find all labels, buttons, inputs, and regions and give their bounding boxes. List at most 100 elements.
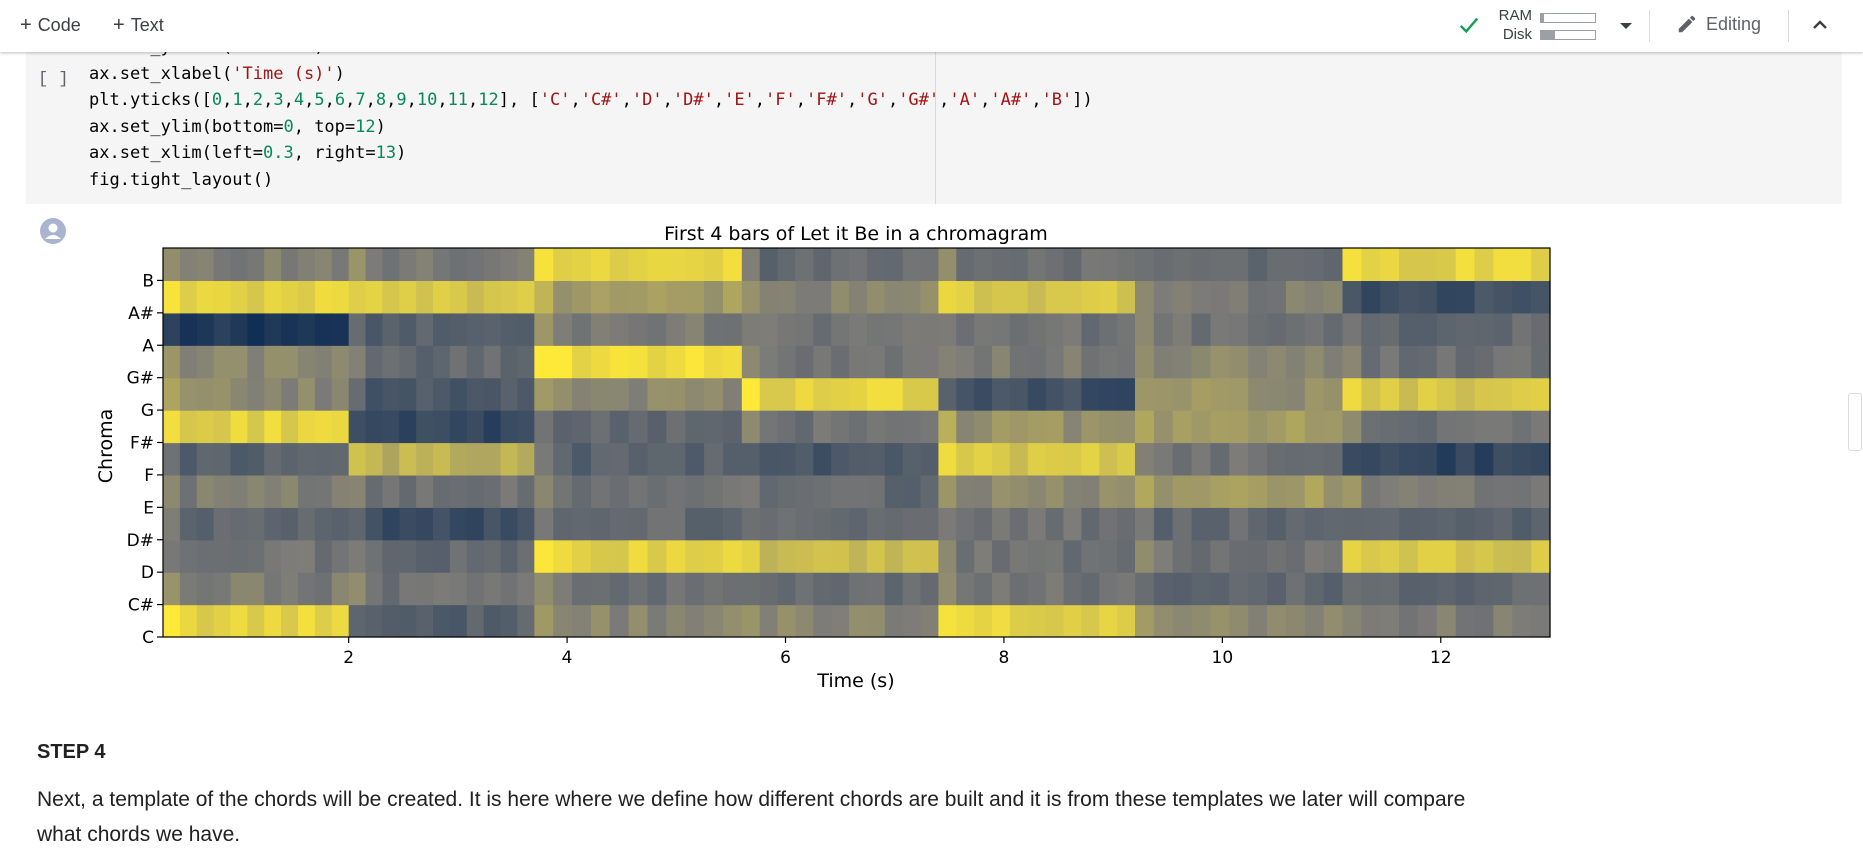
heatmap-cell [500,312,519,346]
add-code-button[interactable]: + Code [20,14,81,37]
heatmap-cell [1380,345,1400,379]
heatmap-cell [1474,539,1494,573]
heatmap-cell [331,442,350,476]
heatmap-cell [1436,280,1457,314]
output-avatar-icon[interactable] [40,218,66,244]
heatmap-cell [1399,572,1419,606]
heatmap-cell [722,539,743,573]
heatmap-cell [314,507,333,541]
add-text-button[interactable]: + Text [113,14,164,37]
connected-check-icon [1459,17,1479,34]
heatmap-cell [704,377,724,411]
code-editor[interactable]: ax.set_ylabel('Chroma') ax.set_xlabel('T… [89,52,1093,193]
heatmap-cell [264,507,282,541]
heatmap-cell [992,474,1011,508]
heatmap-cell [466,280,485,314]
heatmap-cell [264,312,282,346]
heatmap-cell [281,410,299,444]
heatmap-cell [866,507,886,541]
code-line: ax.set_xlabel('Time (s)') [89,63,345,84]
heatmap-cell [1304,248,1325,282]
heatmap-cell [1210,507,1230,541]
heatmap-cell [992,539,1011,573]
heatmap-cell [628,604,649,638]
heatmap-cell [938,474,957,508]
heatmap-cell [1134,345,1155,379]
heatmap-cell [281,377,299,411]
heatmap-cell [628,345,649,379]
heatmap-cell [1027,507,1047,541]
heatmap-cell [884,572,904,606]
heatmap-cell [179,377,198,411]
heatmap-cell [298,474,316,508]
resource-monitor[interactable]: RAM Disk [1458,6,1596,44]
heatmap-cell [314,539,333,573]
heatmap-cell [938,248,957,282]
heatmap-cell [974,312,993,346]
heatmap-cell [777,474,797,508]
heatmap-cell [534,604,554,638]
heatmap-cell [1267,442,1287,476]
heatmap-cell [1285,474,1306,508]
heatmap-cell [365,604,384,638]
heatmap-cell [704,312,724,346]
heatmap-cell [884,442,904,476]
heatmap-cell [281,604,299,638]
y-tick-label: B [142,271,154,291]
plus-icon: + [113,14,125,36]
heatmap-cell [1493,312,1513,346]
heatmap-cell [1512,377,1532,411]
heatmap-cell [920,312,940,346]
heatmap-cell [163,604,181,638]
heatmap-cell [1285,312,1306,346]
heatmap-cell [1081,604,1100,638]
heatmap-cell [590,345,611,379]
heatmap-cell [500,377,519,411]
heatmap-cell [1027,442,1047,476]
heatmap-cell [483,604,502,638]
heatmap-cell [1191,410,1212,444]
heatmap-cell [1267,410,1287,444]
code-line: plt.yticks([0,1,2,3,4,5,6,7,8,9,10,11,12… [89,90,1093,110]
heatmap-cell [1531,604,1551,638]
heatmap-cell [213,377,232,411]
heatmap-cell [534,345,554,379]
heatmap-cell [1361,539,1381,573]
heatmap-cell [483,474,502,508]
heatmap-cell [685,572,705,606]
heatmap-cell [1399,410,1419,444]
collapse-chevron-icon[interactable] [1808,13,1832,37]
heatmap-cell [866,410,886,444]
code-cell[interactable] [26,44,1842,204]
heatmap-cell [1045,248,1065,282]
heatmap-cell [884,474,904,508]
heatmap-cell [685,410,705,444]
heatmap-cell [1474,280,1494,314]
run-cell-indicator[interactable]: [ ] [38,70,69,89]
heatmap-cell [466,377,485,411]
heatmap-cell [1304,377,1325,411]
resources-dropdown-icon[interactable] [1614,14,1638,38]
heatmap-cell [1063,572,1082,606]
heatmap-cell [331,539,350,573]
heatmap-cell [1248,572,1268,606]
heatmap-cell [590,442,611,476]
heatmap-cell [609,539,630,573]
heatmap-cell [1304,507,1325,541]
heatmap-cell [1063,377,1082,411]
heatmap-cell [1267,474,1287,508]
heatmap-cell [590,248,611,282]
editing-mode-button[interactable]: Editing [1676,13,1761,35]
heatmap-cell [813,280,832,314]
heatmap-cell [572,410,592,444]
heatmap-cell [866,604,886,638]
scrollbar-thumb[interactable] [1848,393,1862,451]
heatmap-cell [956,474,975,508]
heatmap-cell [1009,507,1029,541]
heatmap-cell [849,474,868,508]
heatmap-cell [331,572,350,606]
heatmap-cell [831,539,850,573]
heatmap-cell [247,280,265,314]
heatmap-cell [1304,539,1325,573]
heatmap-cell [1342,377,1362,411]
